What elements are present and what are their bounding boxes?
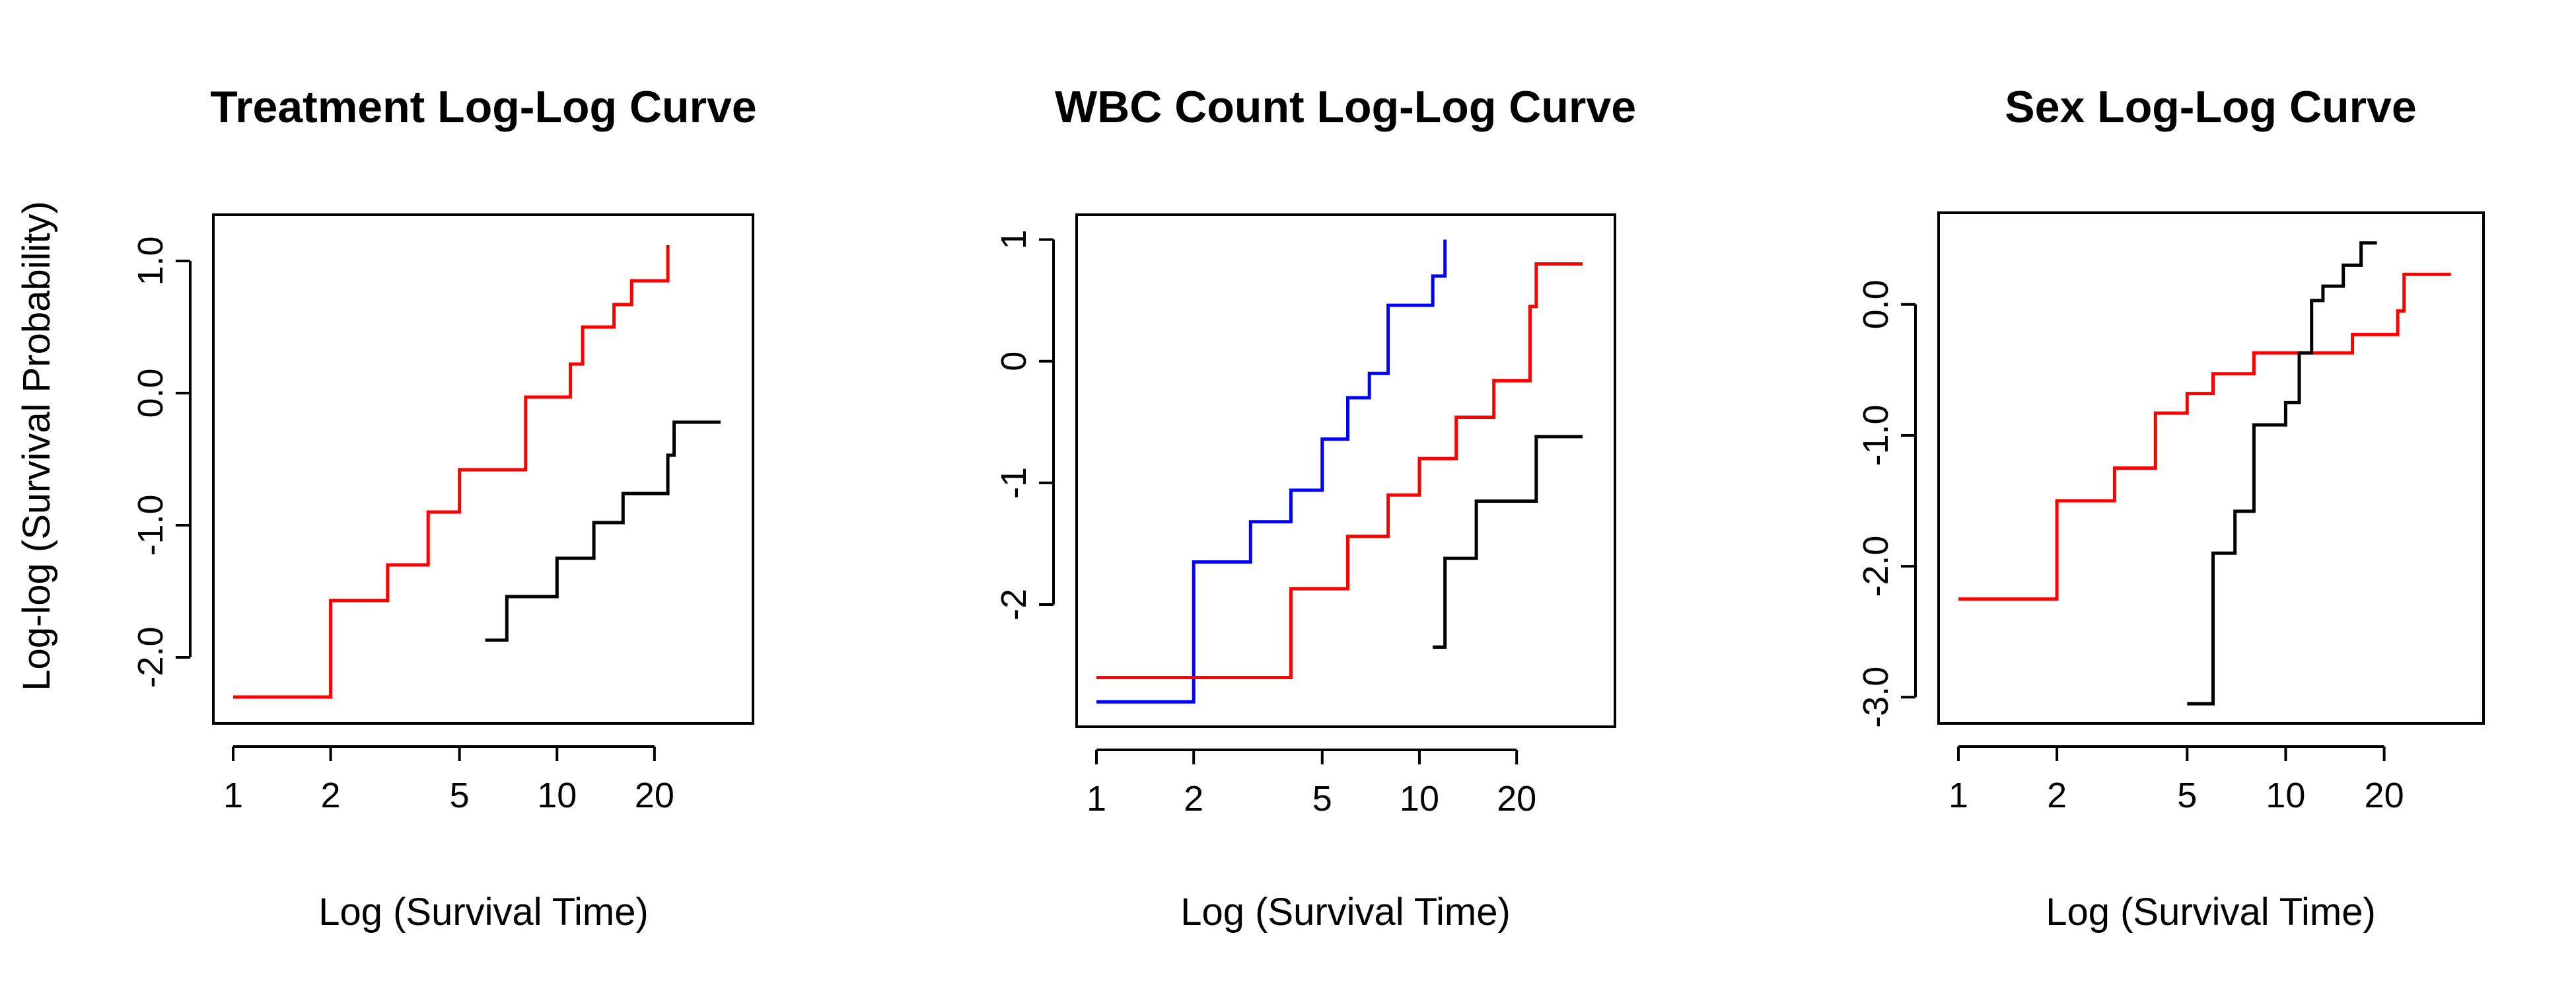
y-tick-label: 0: [994, 351, 1034, 371]
plot-frame: [1937, 211, 2485, 725]
y-tick-label: -1: [994, 467, 1034, 499]
panel-title: WBC Count Log-Log Curve: [1055, 82, 1636, 132]
x-tick-label: 5: [2177, 776, 2197, 815]
panel-3: Sex Log-Log Curve 1 2 5 10 20 -3.0 -2.0 -1.0 0.0 L…: [1856, 82, 2485, 934]
series-3-line: [1433, 435, 1583, 649]
y-tick-label: -2: [994, 589, 1034, 620]
x-tick-label: 1: [1949, 776, 1968, 815]
panel-1: Treatment Log-Log Curve 1 2 5 10 20 -2.0 -1.0 0.…: [15, 82, 757, 934]
y-tick-label: -2.0: [1856, 536, 1896, 597]
y-axis-label: Log-log (Survival Probability): [15, 201, 58, 690]
series-2-line: [2187, 241, 2377, 706]
series-2-line: [1096, 262, 1583, 679]
x-tick-label: 2: [1184, 779, 1203, 819]
y-tick-label: 1.0: [131, 236, 170, 285]
x-tick-label: 1: [223, 776, 243, 815]
panel-title: Treatment Log-Log Curve: [210, 82, 756, 132]
series-1-line: [1958, 272, 2451, 601]
y-tick-label: 0.0: [1856, 279, 1896, 329]
y-tick-label: 0.0: [131, 368, 170, 418]
x-tick-label: 5: [450, 776, 470, 815]
series-2-line: [485, 420, 721, 642]
y-tick-label: 1: [994, 230, 1034, 250]
y-tick-label: -3.0: [1856, 667, 1896, 728]
y-tick-label: -2.0: [131, 626, 170, 688]
x-tick-label: 10: [537, 776, 577, 815]
x-tick-label: 1: [1087, 779, 1106, 819]
plot-frame: [212, 213, 754, 725]
y-tick-label: -1.0: [131, 494, 170, 556]
x-tick-label: 20: [2365, 776, 2404, 815]
x-tick-label: 2: [2047, 776, 2067, 815]
x-axis-label: Log (Survival Time): [2046, 891, 2376, 934]
x-tick-label: 5: [1312, 779, 1332, 819]
x-axis-label: Log (Survival Time): [318, 891, 649, 934]
plot-frame: [1075, 213, 1616, 728]
x-axis-label: Log (Survival Time): [1180, 891, 1511, 934]
panel-title: Sex Log-Log Curve: [2005, 82, 2416, 132]
series-1-line: [1096, 239, 1447, 704]
panel-2: WBC Count Log-Log Curve 1 2 5 10 20 -2 -1 0 1 Log …: [994, 82, 1636, 934]
x-tick-label: 20: [1497, 779, 1536, 819]
x-tick-label: 2: [321, 776, 341, 815]
y-tick-label: -1.0: [1856, 404, 1896, 466]
x-tick-label: 10: [1400, 779, 1439, 819]
x-tick-label: 10: [2266, 776, 2305, 815]
x-tick-label: 20: [635, 776, 674, 815]
series-1-line: [233, 245, 670, 699]
